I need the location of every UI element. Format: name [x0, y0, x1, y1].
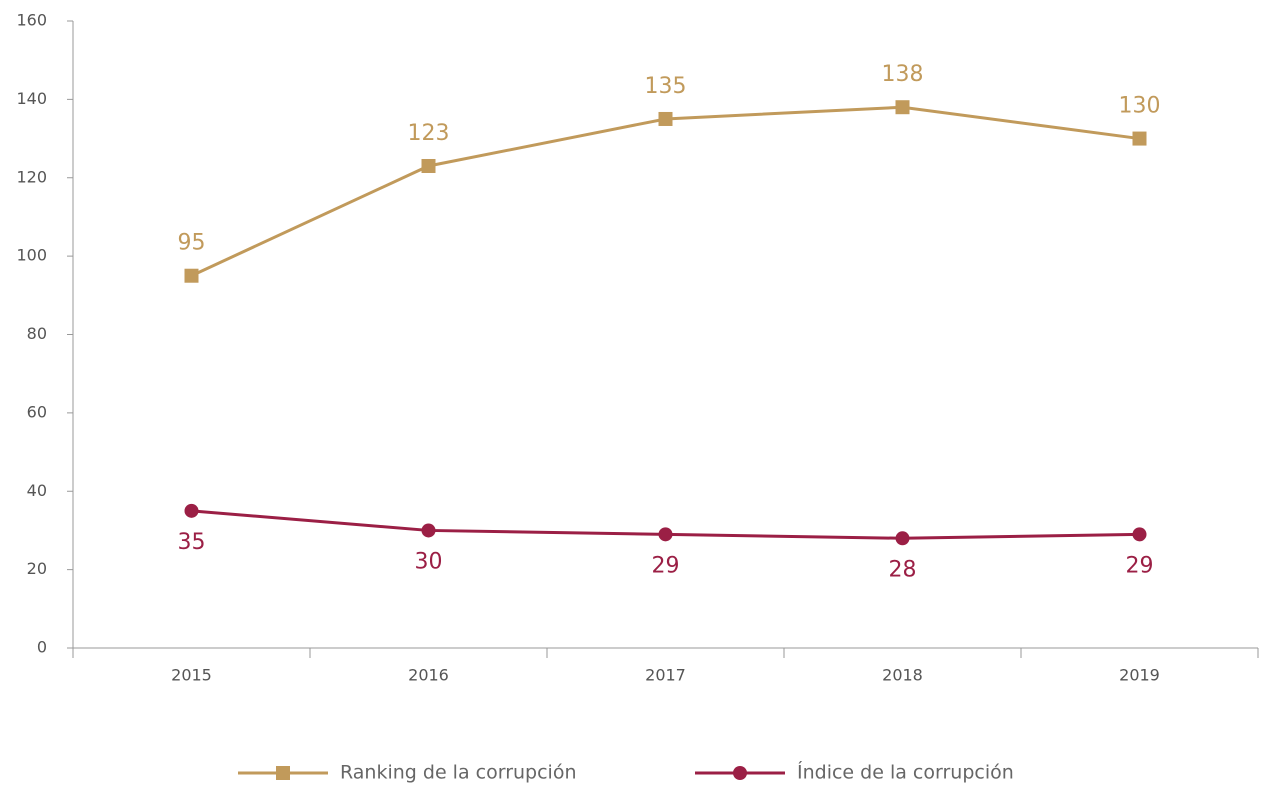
data-label: 123 — [408, 121, 450, 146]
y-tick-label: 40 — [27, 481, 47, 500]
y-tick-label: 20 — [27, 559, 47, 578]
y-tick-label: 140 — [16, 89, 47, 108]
data-point — [421, 158, 436, 173]
data-point — [184, 503, 199, 518]
data-label: 30 — [415, 549, 443, 574]
legend-marker — [276, 766, 290, 780]
data-label: 130 — [1119, 94, 1161, 119]
x-tick-label: 2018 — [882, 666, 923, 685]
y-tick-label: 0 — [37, 638, 47, 657]
data-label: 138 — [882, 62, 924, 87]
series-line — [190, 105, 1140, 278]
data-point — [1132, 131, 1147, 146]
data-label: 28 — [889, 557, 917, 582]
x-tick-label: 2017 — [645, 666, 686, 685]
data-label: 35 — [178, 530, 206, 555]
data-point — [184, 268, 199, 283]
legend-marker — [733, 766, 747, 780]
y-tick-label: 60 — [27, 402, 47, 421]
legend-label: Ranking de la corrupción — [340, 762, 577, 784]
data-label: 95 — [178, 231, 206, 256]
data-label: 135 — [645, 74, 687, 99]
data-label: 29 — [1126, 553, 1154, 578]
x-tick-label: 2015 — [171, 666, 212, 685]
data-point — [895, 100, 910, 115]
data-label: 29 — [652, 553, 680, 578]
x-tick-label: 2016 — [408, 666, 449, 685]
y-tick-label: 160 — [16, 11, 47, 30]
y-tick-label: 80 — [27, 324, 47, 343]
data-point — [658, 111, 673, 126]
data-point — [658, 527, 673, 542]
data-point — [895, 531, 910, 546]
data-point — [1132, 527, 1147, 542]
y-tick-label: 120 — [16, 167, 47, 186]
legend-label: Índice de la corrupción — [797, 761, 1014, 784]
y-tick-label: 100 — [16, 246, 47, 265]
data-point — [421, 523, 436, 538]
x-tick-label: 2019 — [1119, 666, 1160, 685]
